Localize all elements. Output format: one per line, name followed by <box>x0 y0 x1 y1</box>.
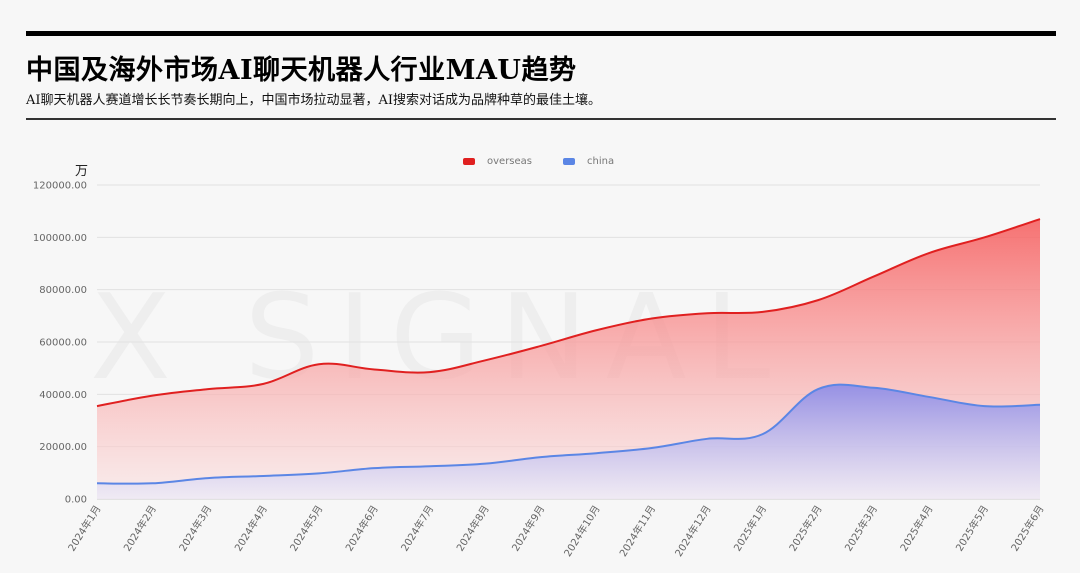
y-tick-label: 0.00 <box>65 495 87 506</box>
y-tick-label: 20000.00 <box>39 442 87 453</box>
legend-label-china: china <box>587 156 615 167</box>
legend-swatch-china <box>563 158 575 165</box>
y-tick-label: 100000.00 <box>33 233 87 244</box>
x-tick-label: 2024年4月 <box>231 503 269 554</box>
x-tick-label: 2024年7月 <box>398 503 436 554</box>
x-tick-label: 2024年6月 <box>342 503 380 554</box>
x-tick-label: 2025年3月 <box>842 503 880 554</box>
x-tick-label: 2024年9月 <box>509 503 547 554</box>
y-tick-label: 120000.00 <box>33 181 87 192</box>
page-title: 中国及海外市场AI聊天机器人行业MAU趋势 <box>26 55 577 86</box>
x-tick-label: 2024年10月 <box>561 503 603 559</box>
x-tick-label: 2025年4月 <box>897 503 935 554</box>
subtitle-rule <box>26 118 1056 120</box>
x-tick-label: 2024年1月 <box>65 503 103 554</box>
legend-item-overseas[interactable]: overseas <box>463 156 532 167</box>
x-tick-label: 2024年2月 <box>121 503 159 554</box>
page-subtitle: AI聊天机器人赛道增长长节奏长期向上，中国市场拉动显著，AI搜索对话成为品牌种草… <box>26 93 602 108</box>
area-china <box>97 384 1040 499</box>
line-china <box>96 383 1041 485</box>
x-axis-ticks: 2024年1月 2024年2月 2024年3月 2024年4月 2024年5月 2024年… <box>65 503 1046 559</box>
top-rule <box>26 31 1056 36</box>
x-tick-label: 2024年3月 <box>176 503 214 554</box>
x-tick-label: 2024年5月 <box>287 503 325 554</box>
x-tick-label: 2024年11月 <box>616 503 658 559</box>
x-tick-label: 2025年1月 <box>731 503 769 554</box>
y-axis-unit-label: 万 <box>75 164 89 179</box>
y-tick-label: 60000.00 <box>39 338 87 349</box>
legend-item-china[interactable]: china <box>563 156 614 167</box>
y-tick-label: 40000.00 <box>39 390 87 401</box>
legend-swatch-overseas <box>463 158 475 165</box>
y-tick-label: 80000.00 <box>39 285 87 296</box>
x-tick-label: 2025年2月 <box>786 503 824 554</box>
x-tick-label: 2025年6月 <box>1008 503 1046 554</box>
series-areas <box>97 219 1040 499</box>
legend-label-overseas: overseas <box>487 156 532 167</box>
x-tick-label: 2024年12月 <box>672 503 714 559</box>
line-overseas <box>96 218 1041 408</box>
y-axis-ticks: 0.00 20000.00 40000.00 60000.00 80000.00 1000… <box>33 181 87 506</box>
x-tick-label: 2025年5月 <box>953 503 991 554</box>
x-tick-label: 2024年8月 <box>453 503 491 554</box>
series-lines <box>96 218 1041 485</box>
